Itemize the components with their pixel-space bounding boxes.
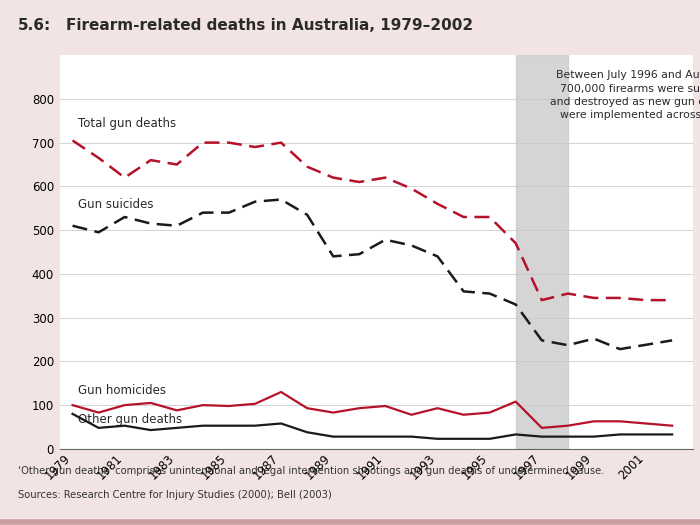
Text: ‘Other gun deaths’ comprises unintentional and legal intervention shootings and : ‘Other gun deaths’ comprises unintention… xyxy=(18,466,604,476)
Text: Gun homicides: Gun homicides xyxy=(78,384,166,397)
Bar xyxy=(516,55,568,449)
Text: Firearm-related deaths in Australia, 1979–2002: Firearm-related deaths in Australia, 197… xyxy=(66,18,474,34)
Text: Other gun deaths: Other gun deaths xyxy=(78,413,182,426)
Text: Sources: Research Centre for Injury Studies (2000); Bell (2003): Sources: Research Centre for Injury Stud… xyxy=(18,490,331,500)
Text: 5.6:: 5.6: xyxy=(18,18,50,34)
Text: Gun suicides: Gun suicides xyxy=(78,198,153,211)
Text: Between July 1996 and August 1998,
700,000 firearms were surrendered
and destroy: Between July 1996 and August 1998, 700,0… xyxy=(550,70,700,120)
Text: Total gun deaths: Total gun deaths xyxy=(78,118,176,130)
